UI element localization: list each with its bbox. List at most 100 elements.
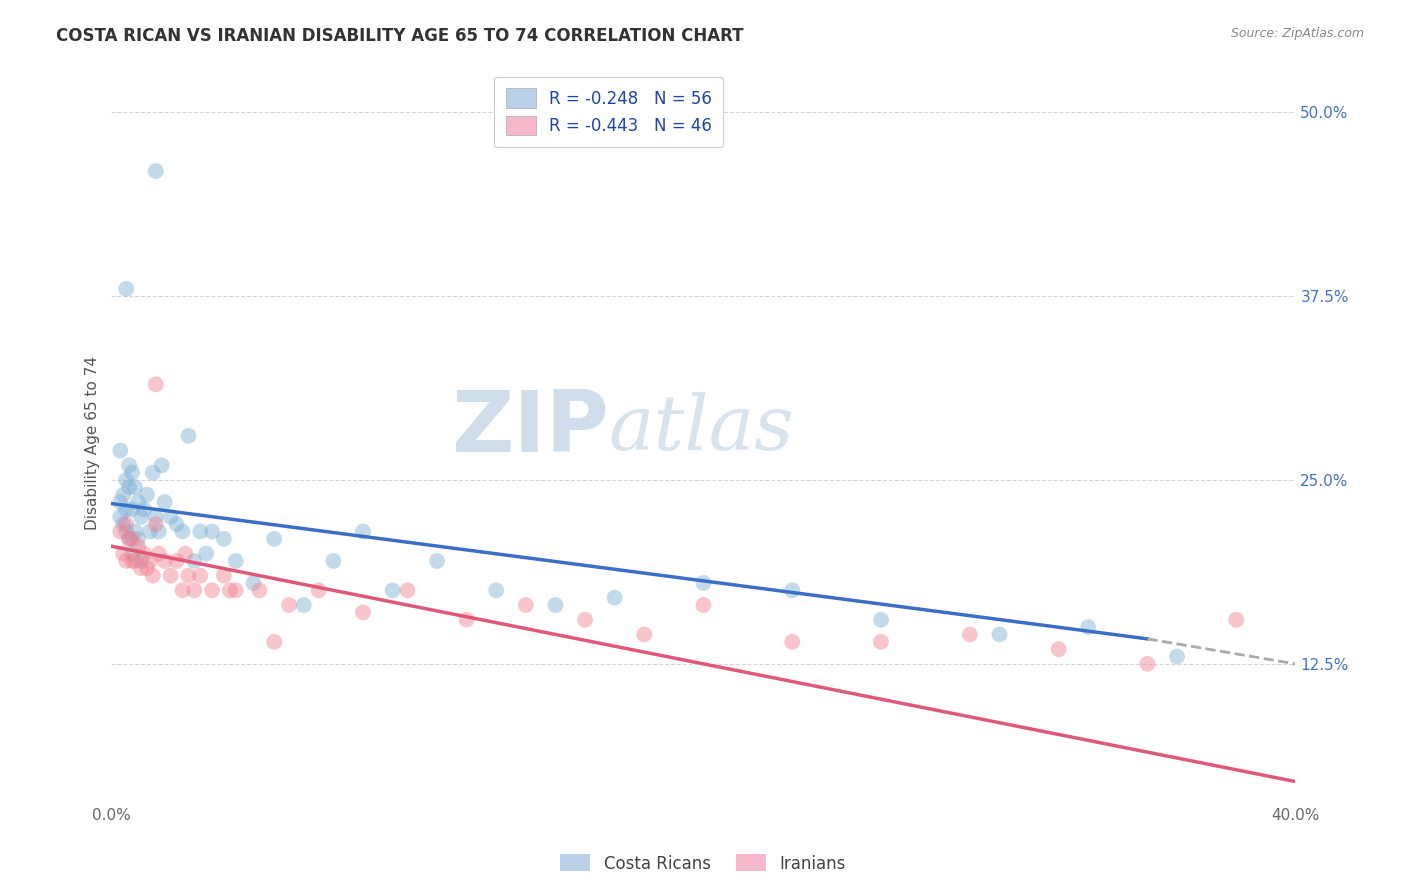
Point — [263, 532, 285, 546]
Point — [396, 583, 419, 598]
Point — [115, 502, 138, 516]
Point — [870, 613, 893, 627]
Point — [166, 554, 188, 568]
Y-axis label: Disability Age 65 to 74: Disability Age 65 to 74 — [86, 356, 100, 530]
Point — [225, 554, 247, 568]
Point — [201, 524, 224, 539]
Point — [112, 547, 135, 561]
Text: ZIP: ZIP — [451, 387, 609, 470]
Text: Source: ZipAtlas.com: Source: ZipAtlas.com — [1230, 27, 1364, 40]
Point — [177, 429, 200, 443]
Point — [188, 524, 211, 539]
Point — [118, 532, 141, 546]
Point — [124, 524, 146, 539]
Point — [988, 627, 1011, 641]
Legend: R = -0.248   N = 56, R = -0.443   N = 46: R = -0.248 N = 56, R = -0.443 N = 46 — [494, 77, 724, 147]
Point — [142, 568, 165, 582]
Point — [292, 598, 315, 612]
Point — [780, 635, 803, 649]
Point — [115, 282, 138, 296]
Point — [242, 576, 264, 591]
Point — [183, 583, 205, 598]
Point — [127, 495, 149, 509]
Point — [145, 517, 167, 532]
Point — [136, 488, 159, 502]
Legend: Costa Ricans, Iranians: Costa Ricans, Iranians — [554, 847, 852, 880]
Point — [127, 532, 149, 546]
Point — [121, 532, 143, 546]
Point — [188, 568, 211, 582]
Point — [1047, 642, 1070, 657]
Point — [1166, 649, 1188, 664]
Point — [212, 568, 235, 582]
Point — [1077, 620, 1099, 634]
Point — [118, 480, 141, 494]
Point — [112, 488, 135, 502]
Point — [263, 635, 285, 649]
Point — [692, 598, 714, 612]
Point — [456, 613, 478, 627]
Text: atlas: atlas — [609, 392, 794, 466]
Point — [129, 561, 152, 575]
Point — [153, 495, 176, 509]
Point — [118, 532, 141, 546]
Point — [150, 458, 173, 473]
Point — [136, 561, 159, 575]
Point — [139, 524, 162, 539]
Point — [352, 524, 374, 539]
Point — [603, 591, 626, 605]
Point — [129, 509, 152, 524]
Point — [352, 606, 374, 620]
Point — [870, 635, 893, 649]
Point — [544, 598, 567, 612]
Point — [177, 568, 200, 582]
Point — [118, 458, 141, 473]
Point — [201, 583, 224, 598]
Point — [195, 547, 218, 561]
Point — [159, 509, 181, 524]
Point — [124, 554, 146, 568]
Point — [129, 554, 152, 568]
Point — [115, 517, 138, 532]
Point — [110, 495, 132, 509]
Point — [115, 554, 138, 568]
Point — [132, 547, 155, 561]
Point — [124, 480, 146, 494]
Point — [633, 627, 655, 641]
Point — [159, 568, 181, 582]
Point — [322, 554, 344, 568]
Point — [145, 377, 167, 392]
Point — [139, 554, 162, 568]
Point — [780, 583, 803, 598]
Point — [166, 517, 188, 532]
Point — [574, 613, 596, 627]
Point — [172, 583, 194, 598]
Point — [112, 517, 135, 532]
Point — [153, 554, 176, 568]
Point — [218, 583, 240, 598]
Point — [225, 583, 247, 598]
Point — [145, 509, 167, 524]
Point — [172, 524, 194, 539]
Point — [121, 502, 143, 516]
Point — [278, 598, 301, 612]
Point — [110, 524, 132, 539]
Point — [183, 554, 205, 568]
Point — [249, 583, 271, 598]
Point — [110, 509, 132, 524]
Point — [142, 466, 165, 480]
Point — [959, 627, 981, 641]
Point — [308, 583, 330, 598]
Point — [121, 554, 143, 568]
Point — [692, 576, 714, 591]
Point — [115, 524, 138, 539]
Point — [426, 554, 449, 568]
Point — [515, 598, 537, 612]
Point — [1136, 657, 1159, 671]
Point — [115, 473, 138, 487]
Point — [1225, 613, 1247, 627]
Point — [212, 532, 235, 546]
Point — [110, 443, 132, 458]
Point — [148, 547, 170, 561]
Point — [127, 539, 149, 553]
